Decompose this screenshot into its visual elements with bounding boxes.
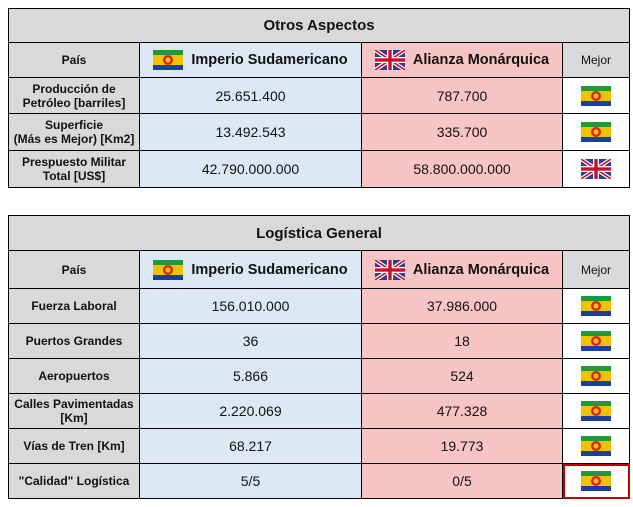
value-alianza: 477.328 (361, 393, 563, 429)
row-label: "Calidad" Logística (8, 463, 140, 499)
imperio-flag-icon (581, 366, 611, 386)
row-label: Superficie (Más es Mejor) [Km2] (8, 113, 140, 151)
table-row: Prespuesto Militar Total [US$] 42.790.000… (8, 150, 631, 188)
header-alianza-label: Alianza Monárquica (412, 261, 550, 278)
row-label-line1: Fuerza Laboral (31, 299, 117, 313)
otros-aspectos-table: Otros Aspectos País Imperio Sudamericano… (7, 8, 631, 188)
best-cell (561, 113, 631, 151)
best-cell (562, 428, 630, 464)
row-label-line2: Total [US$] (42, 169, 106, 183)
value-alianza: 37.986.000 (361, 288, 563, 324)
row-label: Aeropuertos (8, 358, 140, 394)
best-cell (562, 358, 630, 394)
value-imperio: 156.010.000 (139, 288, 362, 324)
row-label: Calles Pavimentadas [Km] (8, 393, 140, 429)
table-title: Logística General (8, 215, 630, 251)
best-cell (562, 288, 630, 324)
imperio-flag-icon (581, 331, 611, 351)
header-imperio-label: Imperio Sudamericano (191, 51, 348, 68)
value-imperio: 2.220.069 (139, 393, 362, 429)
row-label: Prespuesto Militar Total [US$] (8, 150, 140, 188)
value-imperio: 68.217 (139, 428, 362, 464)
alianza-flag-icon (581, 159, 611, 179)
row-label-line1: Puertos Grandes (25, 334, 123, 348)
best-cell (562, 323, 630, 359)
alianza-flag-icon (375, 260, 405, 280)
imperio-flag-icon (581, 296, 611, 316)
header-best: Mejor (562, 250, 630, 289)
row-label-line2: (Más es Mejor) [Km2] (13, 132, 135, 146)
imperio-flag-icon (153, 50, 183, 70)
value-alianza: 335.700 (361, 113, 563, 151)
header-imperio-label: Imperio Sudamericano (191, 261, 348, 278)
best-cell (562, 393, 630, 429)
row-label-line2: [Km] (60, 411, 88, 425)
header-best: Mejor (561, 42, 631, 78)
logistica-general-table: Logística General País Imperio Sudameric… (8, 215, 630, 499)
imperio-flag-icon (581, 86, 611, 106)
table-row: Fuerza Laboral 156.010.000 37.986.000 (8, 288, 630, 324)
imperio-flag-icon (581, 401, 611, 421)
best-cell (561, 150, 631, 188)
table-row: Vías de Tren [Km] 68.217 19.773 (8, 428, 630, 464)
imperio-flag-icon (581, 471, 611, 491)
row-label-line1: Aeropuertos (38, 369, 110, 383)
header-imperio: Imperio Sudamericano (139, 250, 362, 289)
table-title: Otros Aspectos (7, 8, 631, 43)
row-label-line1: Vías de Tren [Km] (23, 439, 125, 453)
table-row: Puertos Grandes 36 18 (8, 323, 630, 359)
row-label-line1: "Calidad" Logística (18, 474, 130, 488)
value-imperio: 5/5 (139, 463, 362, 499)
table-row: Calles Pavimentadas [Km] 2.220.069 477.32… (8, 393, 630, 429)
table-row: "Calidad" Logística 5/5 0/5 (8, 463, 630, 499)
header-alianza-label: Alianza Monárquica (412, 51, 550, 68)
row-label-line2: Petróleo [barriles] (22, 95, 126, 110)
header-country: País (8, 42, 140, 78)
row-label: Fuerza Laboral (8, 288, 140, 324)
value-alianza: 0/5 (361, 463, 563, 499)
table-row: Producción de Petróleo [barriles] 25.651.… (8, 77, 631, 114)
value-alianza: 58.800.000.000 (361, 150, 563, 188)
header-alianza: Alianza Monárquica (361, 42, 563, 78)
row-label: Vías de Tren [Km] (8, 428, 140, 464)
value-alianza: 524 (361, 358, 563, 394)
row-label-line1: Producción de (32, 81, 116, 96)
value-alianza: 18 (361, 323, 563, 359)
row-label-line1: Superficie (44, 118, 104, 132)
value-alianza: 787.700 (361, 77, 563, 114)
value-imperio: 42.790.000.000 (139, 150, 362, 188)
imperio-flag-icon (581, 122, 611, 142)
row-label: Producción de Petróleo [barriles] (8, 77, 140, 114)
value-imperio: 5.866 (139, 358, 362, 394)
best-cell-highlighted (562, 463, 630, 499)
row-label-line1: Calles Pavimentadas (14, 397, 134, 411)
header-imperio: Imperio Sudamericano (139, 42, 362, 78)
header-alianza: Alianza Monárquica (361, 250, 563, 289)
value-imperio: 36 (139, 323, 362, 359)
alianza-flag-icon (375, 50, 405, 70)
imperio-flag-icon (581, 436, 611, 456)
row-label: Puertos Grandes (8, 323, 140, 359)
row-label-line1: Prespuesto Militar (21, 155, 127, 169)
table-row: Aeropuertos 5.866 524 (8, 358, 630, 394)
value-alianza: 19.773 (361, 428, 563, 464)
value-imperio: 13.492.543 (139, 113, 362, 151)
value-imperio: 25.651.400 (139, 77, 362, 114)
imperio-flag-icon (153, 260, 183, 280)
header-country: País (8, 250, 140, 289)
table-row: Superficie (Más es Mejor) [Km2] 13.492.54… (8, 113, 631, 151)
best-cell (561, 77, 631, 114)
